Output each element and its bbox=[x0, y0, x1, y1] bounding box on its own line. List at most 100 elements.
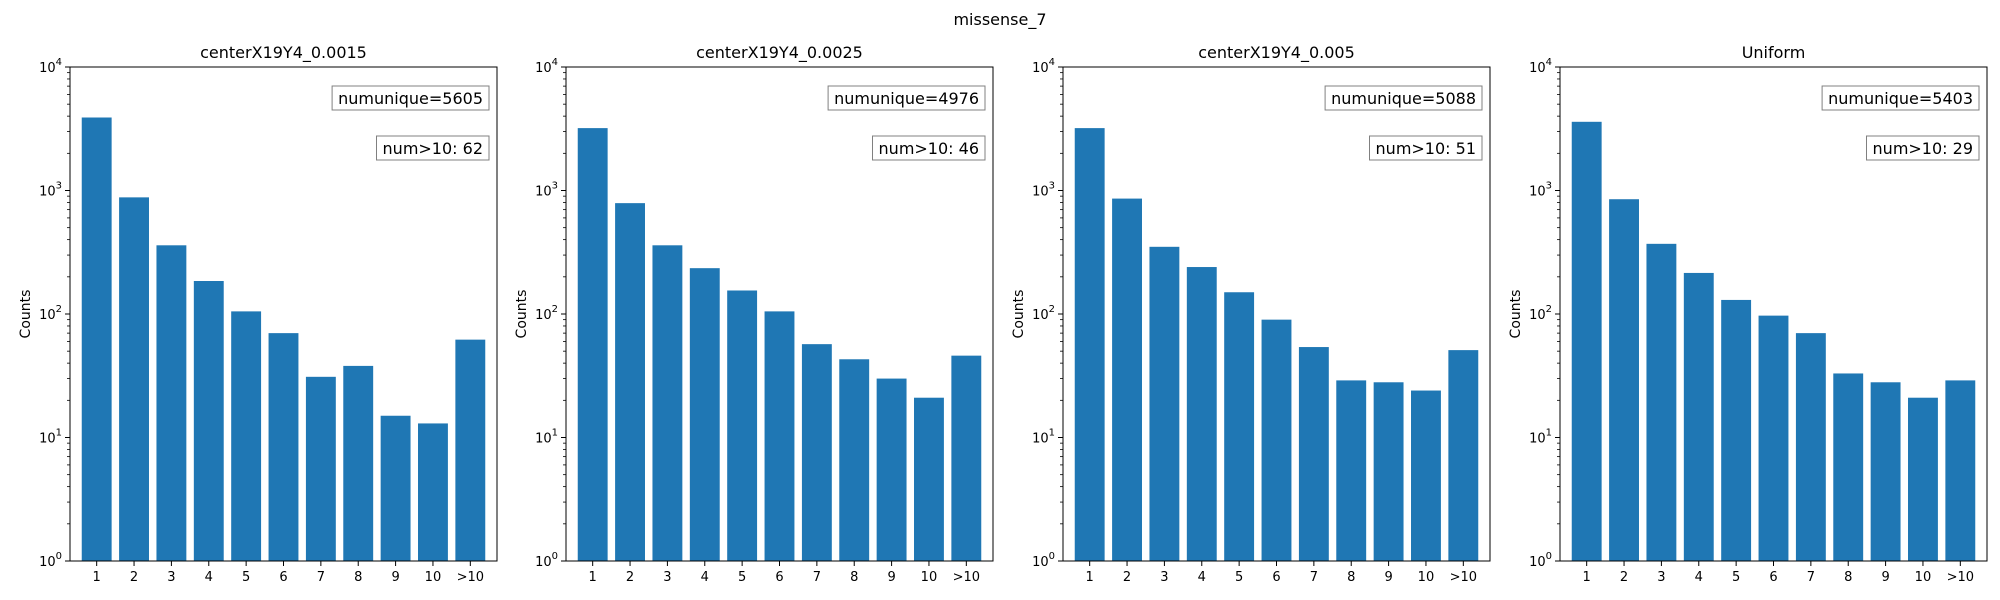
y-tick-label: 101 bbox=[1032, 428, 1055, 447]
annotation-box bbox=[1866, 135, 1980, 161]
y-tick-label: 100 bbox=[39, 551, 62, 570]
x-tick-label: 7 bbox=[1310, 570, 1318, 585]
x-tick-label: 5 bbox=[1235, 570, 1243, 585]
y-axis-label: Counts bbox=[514, 290, 530, 339]
bar-10 bbox=[914, 397, 944, 561]
y-tick-label: 101 bbox=[535, 428, 558, 447]
x-tick-label: 3 bbox=[1657, 570, 1665, 585]
bar-gt10 bbox=[455, 339, 486, 561]
annotation-box bbox=[827, 85, 986, 111]
x-tick-label: 1 bbox=[1583, 570, 1591, 585]
bar-8 bbox=[1833, 373, 1864, 561]
bar-3 bbox=[156, 245, 187, 562]
bar-2 bbox=[615, 203, 645, 561]
y-axis-label: Counts bbox=[18, 290, 34, 339]
bar-10 bbox=[1411, 390, 1441, 561]
panel-1: centerX19Y4_0.0015 Counts 1 2 3 4 5 6 7 8 9 10 >10 10… bbox=[18, 43, 498, 585]
y-tick-label: 101 bbox=[39, 428, 62, 447]
bar-8 bbox=[1336, 380, 1367, 561]
x-tick-label: 8 bbox=[1844, 570, 1852, 585]
panel-4: Uniform Counts 1 2 3 4 5 6 7 8 9 10 >10 100 101 102 103 1… bbox=[1508, 43, 1988, 585]
bar-2 bbox=[119, 197, 149, 562]
x-tick-label: 1 bbox=[93, 570, 101, 585]
x-tick-label: >10 bbox=[457, 570, 484, 585]
y-tick-label: 104 bbox=[535, 57, 558, 76]
x-tick-label: 9 bbox=[391, 570, 399, 585]
x-tick-label: 10 bbox=[921, 570, 938, 585]
bar-4 bbox=[689, 268, 720, 561]
annotation-box bbox=[1821, 85, 1980, 111]
annotation-box bbox=[376, 135, 490, 161]
y-tick-label: 101 bbox=[1529, 428, 1552, 447]
x-tick-label: 2 bbox=[626, 570, 634, 585]
x-tick-label: 2 bbox=[130, 570, 138, 585]
bar-1 bbox=[81, 117, 112, 561]
annotation-box bbox=[1324, 85, 1483, 111]
bar-10 bbox=[1908, 397, 1938, 561]
y-tick-label: 102 bbox=[535, 304, 558, 323]
annotation-box bbox=[1369, 135, 1483, 161]
x-tick-label: 10 bbox=[425, 570, 442, 585]
annotation-box bbox=[872, 135, 986, 161]
y-tick-label: 102 bbox=[1032, 304, 1055, 323]
y-tick-label: 103 bbox=[1529, 181, 1552, 200]
bar-7 bbox=[801, 344, 832, 561]
x-tick-label: 9 bbox=[1881, 570, 1889, 585]
annotation-text: numunique=5403 bbox=[1828, 89, 1973, 108]
bar-2 bbox=[1112, 198, 1142, 561]
x-tick-label: 8 bbox=[1347, 570, 1355, 585]
panels: centerX19Y4_0.0015 Counts 1 2 3 4 5 6 7 8 9 10 >10 10… bbox=[18, 43, 1988, 585]
annotation-text: numunique=5088 bbox=[1331, 89, 1476, 108]
bar-5 bbox=[1224, 292, 1255, 561]
y-tick-label: 102 bbox=[1529, 304, 1552, 323]
figure-suptitle: missense_7 bbox=[953, 10, 1046, 30]
x-tick-label: 7 bbox=[813, 570, 821, 585]
bar-1 bbox=[1571, 121, 1602, 562]
annotation-text: num>10: 51 bbox=[1376, 139, 1476, 158]
bar-9 bbox=[380, 415, 411, 561]
bar-10 bbox=[418, 423, 448, 561]
bar-6 bbox=[268, 333, 299, 561]
x-tick-label: 9 bbox=[1384, 570, 1392, 585]
x-tick-label: 8 bbox=[354, 570, 362, 585]
y-tick-label: 104 bbox=[39, 57, 62, 76]
bar-1 bbox=[1074, 128, 1105, 562]
bar-9 bbox=[1373, 382, 1404, 561]
y-tick-label: 103 bbox=[535, 181, 558, 200]
x-tick-label: 2 bbox=[1620, 570, 1628, 585]
panel-title: centerX19Y4_0.005 bbox=[1198, 43, 1355, 63]
x-tick-label: 9 bbox=[887, 570, 895, 585]
bar-gt10 bbox=[1448, 350, 1479, 561]
bar-7 bbox=[1298, 347, 1329, 561]
bar-6 bbox=[764, 311, 795, 561]
bar-5 bbox=[727, 290, 758, 561]
annotation-text: numunique=4976 bbox=[834, 89, 979, 108]
bar-3 bbox=[652, 245, 683, 562]
bar-5 bbox=[231, 311, 262, 561]
bar-9 bbox=[876, 378, 907, 561]
x-tick-label: 4 bbox=[701, 570, 709, 585]
x-tick-label: 7 bbox=[317, 570, 325, 585]
annotation-text: num>10: 46 bbox=[879, 139, 979, 158]
bar-gt10 bbox=[951, 355, 982, 561]
bar-3 bbox=[1646, 243, 1677, 561]
y-tick-label: 103 bbox=[39, 181, 62, 200]
x-tick-label: 6 bbox=[775, 570, 783, 585]
bar-4 bbox=[1683, 272, 1714, 561]
bar-8 bbox=[343, 365, 374, 561]
annotation-text: num>10: 29 bbox=[1873, 139, 1973, 158]
bar-3 bbox=[1149, 246, 1180, 561]
x-tick-label: 4 bbox=[205, 570, 213, 585]
bar-7 bbox=[1795, 333, 1826, 561]
panel-title: Uniform bbox=[1742, 43, 1806, 62]
x-tick-label: 5 bbox=[242, 570, 250, 585]
panel-title: centerX19Y4_0.0025 bbox=[696, 43, 863, 63]
y-tick-label: 104 bbox=[1529, 57, 1552, 76]
panel-2: centerX19Y4_0.0025 Counts 1 2 3 4 5 6 7 8 9 10 >10 10… bbox=[514, 43, 994, 585]
x-tick-label: 1 bbox=[589, 570, 597, 585]
y-tick-label: 103 bbox=[1032, 181, 1055, 200]
x-tick-label: >10 bbox=[1450, 570, 1477, 585]
y-tick-label: 100 bbox=[535, 551, 558, 570]
bar-6 bbox=[1261, 319, 1292, 561]
